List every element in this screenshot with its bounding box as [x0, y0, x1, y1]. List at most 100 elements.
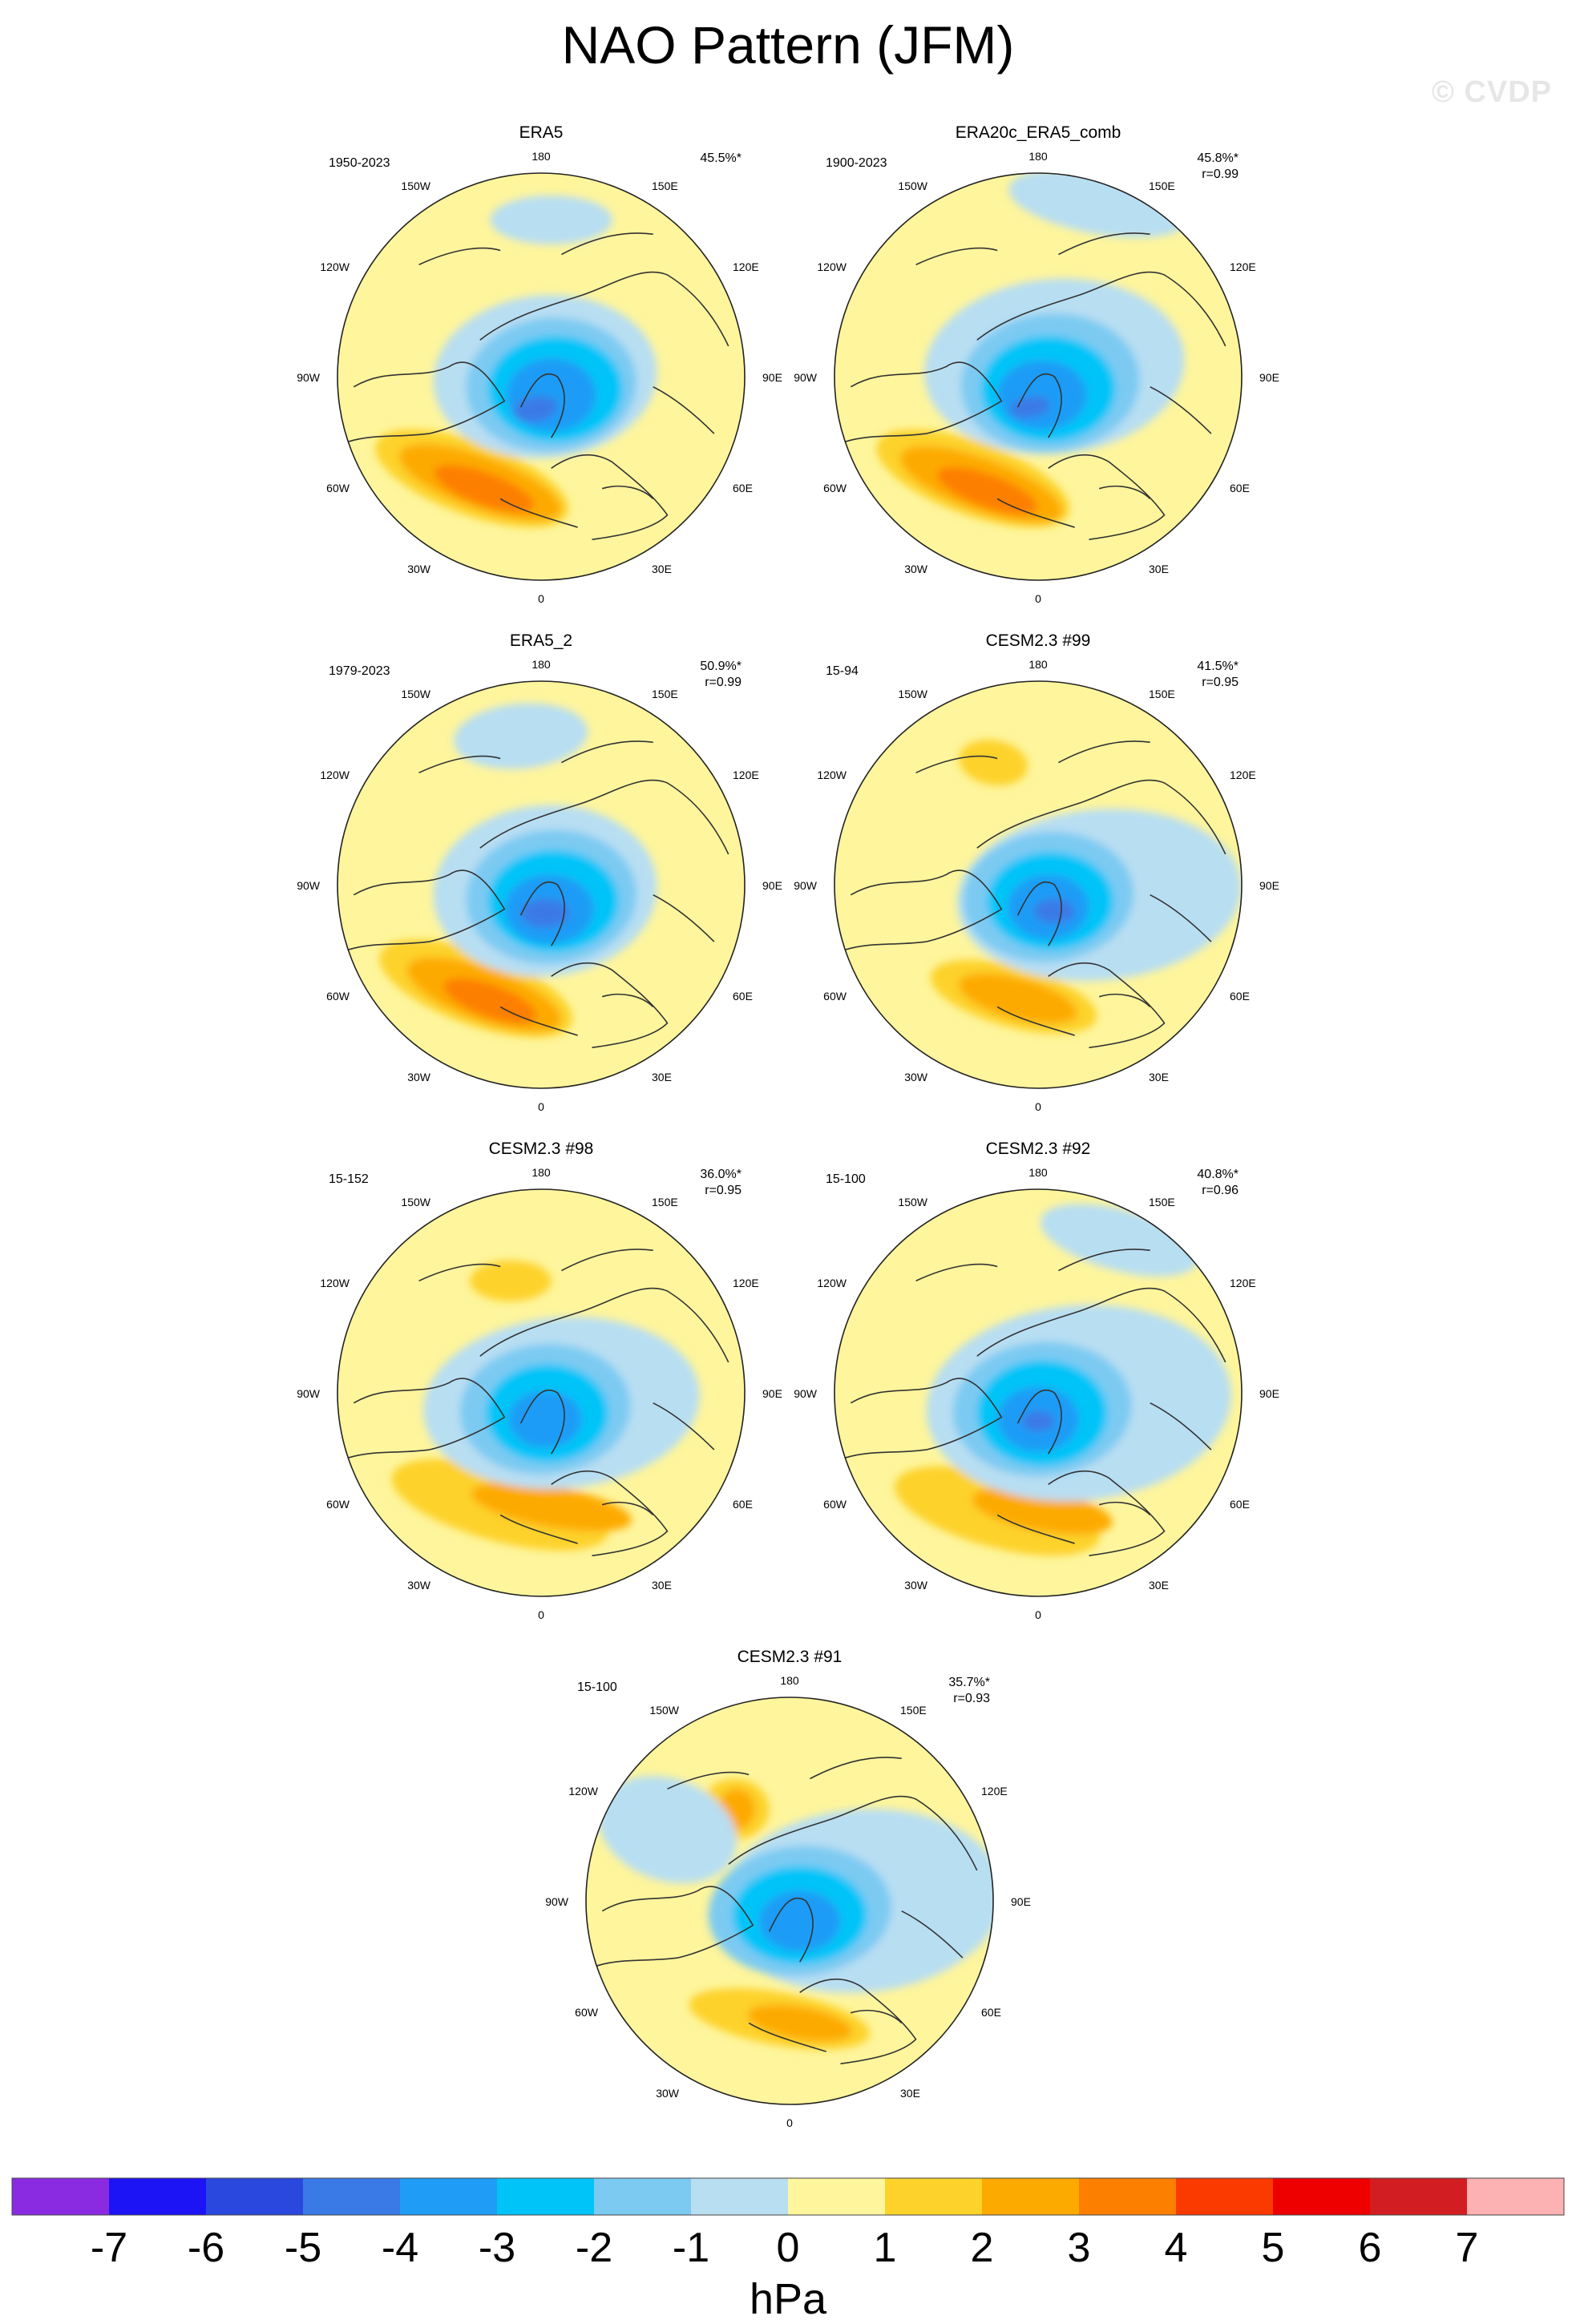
colorbar-tick-label: 5	[1262, 2225, 1285, 2271]
variance-label: 45.5%*	[700, 151, 742, 165]
period-label: 1900-2023	[826, 156, 887, 170]
contour-level	[443, 978, 537, 1024]
longitude-label: 90E	[1259, 1387, 1279, 1400]
coastline	[1048, 1470, 1166, 1556]
longitude-label: 60W	[823, 990, 847, 1003]
colorbar-tick-label: -6	[188, 2225, 224, 2271]
coastline	[479, 271, 729, 347]
contour-level	[747, 2004, 852, 2042]
longitude-label: 90E	[1011, 1895, 1031, 1908]
colorbar-tick-label: -2	[576, 2225, 612, 2271]
panel-title: ERA20c_ERA5_comb	[956, 123, 1121, 142]
coastline	[1048, 962, 1166, 1048]
colorbar-swatch	[497, 2178, 595, 2215]
longitude-label: 120W	[320, 1277, 350, 1289]
coastline	[596, 1886, 754, 1967]
contour-level	[958, 973, 1077, 1024]
longitude-label: 150W	[898, 688, 927, 700]
map-panel-3: 180 150E 120E 90E 60E 30E 0 30W 60W 90W 120W 150W ER…	[297, 631, 782, 1113]
coastline	[810, 1757, 902, 1780]
coastline	[1016, 373, 1062, 438]
longitude-label: 60E	[733, 1498, 753, 1511]
contour-level	[1033, 898, 1075, 924]
longitude-label: 30E	[652, 1579, 672, 1592]
longitude-label: 60W	[326, 482, 350, 494]
colorbar-swatch	[1273, 2178, 1371, 2215]
longitude-label: 120W	[568, 1785, 598, 1797]
longitude-label: 60E	[733, 990, 753, 1003]
panel-title: CESM2.3 #99	[986, 631, 1091, 650]
longitude-label: 150E	[1149, 180, 1175, 192]
longitude-label: 150W	[401, 180, 430, 192]
pattern-corr-label: r=0.93	[953, 1692, 990, 1705]
longitude-label: 90W	[297, 879, 321, 892]
coastline	[996, 498, 1075, 528]
longitude-label: 90E	[1259, 879, 1279, 892]
longitude-label: 120W	[817, 260, 847, 273]
coastline	[1016, 1389, 1062, 1455]
coastline	[1098, 1501, 1151, 1515]
longitude-label: 90W	[794, 1387, 818, 1400]
map-border	[834, 172, 1243, 581]
longitude-label: 150W	[898, 1196, 927, 1208]
colorbar-tick-label: -4	[382, 2225, 418, 2271]
pattern-corr-label: r=0.95	[1202, 676, 1239, 689]
page-title: NAO Pattern (JFM)	[561, 15, 1015, 75]
map-panel-5: 180 150E 120E 90E 60E 30E 0 30W 60W 90W 120W 150W CE…	[297, 1140, 782, 1621]
longitude-label: 150E	[1149, 688, 1175, 700]
map-panel-6: 180 150E 120E 90E 60E 30E 0 30W 60W 90W 120W 150W CE…	[794, 1140, 1279, 1621]
longitude-label: 60W	[326, 990, 350, 1003]
colorbar-frame	[11, 2177, 1565, 2216]
longitude-label: 30E	[1149, 1071, 1169, 1083]
contour-level	[598, 1776, 737, 1884]
coastline	[915, 247, 998, 266]
coastline	[601, 485, 654, 499]
colorbar-swatch	[594, 2178, 692, 2215]
contour-level	[506, 358, 596, 432]
longitude-label: 120W	[320, 260, 350, 273]
longitude-label: 30E	[652, 1071, 672, 1083]
longitude-label: 30E	[1149, 1579, 1169, 1592]
colorbar-swatch	[303, 2178, 401, 2215]
colorbar-tick-label: 7	[1456, 2225, 1479, 2271]
contour-level	[937, 466, 1037, 514]
longitude-label: 90W	[297, 371, 321, 384]
contour-level	[758, 1890, 841, 1952]
map-border	[834, 1188, 1243, 1597]
longitude-label: 30E	[652, 563, 672, 575]
contour-level	[1021, 1410, 1055, 1432]
longitude-label: 60E	[1230, 482, 1250, 494]
longitude-label: 30W	[407, 563, 431, 575]
contour-level	[490, 195, 612, 244]
map-panel-2: 180 150E 120E 90E 60E 30E 0 30W 60W 90W 120W 150W ER…	[794, 123, 1279, 605]
longitude-label: 30W	[407, 1071, 431, 1083]
coastline	[915, 755, 998, 774]
coastline	[653, 385, 715, 434]
longitude-label: 60E	[1230, 990, 1250, 1003]
colorbar-tick-label: 6	[1359, 2225, 1382, 2271]
pattern-corr-label: r=0.96	[1202, 1184, 1239, 1197]
coastline	[551, 962, 669, 1048]
coastline	[1058, 740, 1150, 764]
panel-title: CESM2.3 #92	[986, 1140, 1091, 1158]
longitude-label: 60W	[326, 1498, 350, 1511]
contour-level	[520, 898, 570, 928]
period-label: 1950-2023	[329, 156, 390, 170]
longitude-label: 90W	[297, 1387, 321, 1400]
longitude-label: 120E	[1230, 1277, 1256, 1289]
map-border	[337, 1188, 746, 1597]
colorbar-swatch	[12, 2178, 110, 2215]
coastline	[1016, 881, 1062, 946]
longitude-label: 90W	[794, 879, 818, 892]
coastline	[667, 1771, 750, 1790]
colorbar-tick-label: -3	[479, 2225, 515, 2271]
longitude-label: 90E	[762, 879, 782, 892]
colorbar-swatch	[109, 2178, 207, 2215]
longitude-label: 30W	[904, 563, 928, 575]
longitude-label: 0	[1035, 1100, 1041, 1113]
period-label: 15-94	[826, 664, 859, 678]
map-panel-4: 180 150E 120E 90E 60E 30E 0 30W 60W 90W 120W 150W CE…	[794, 631, 1279, 1113]
coastline	[799, 1978, 917, 2064]
pattern-corr-label: r=0.99	[1202, 167, 1239, 181]
period-label: 15-100	[826, 1172, 866, 1186]
